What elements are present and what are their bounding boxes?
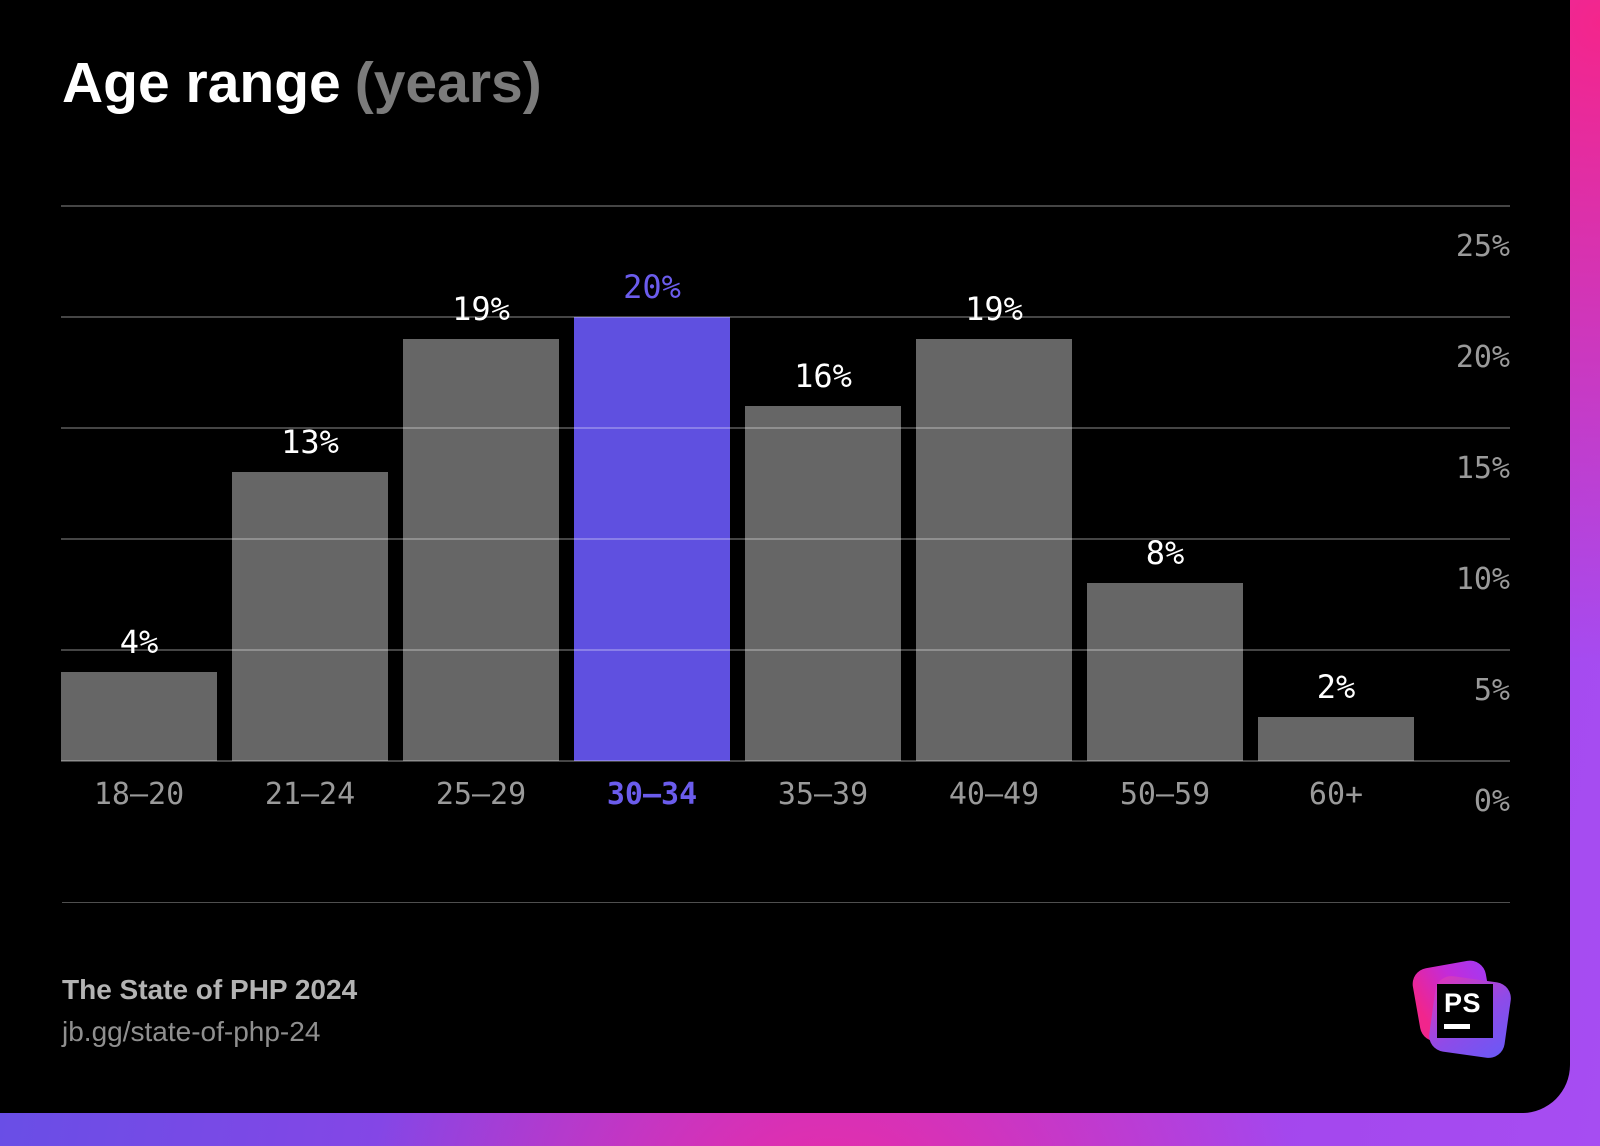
bar-value-label: 20% bbox=[623, 268, 681, 306]
phpstorm-logo-text: PS bbox=[1444, 988, 1482, 1018]
x-axis-tick-label: 21–24 bbox=[264, 777, 356, 812]
bar-value-label: 19% bbox=[452, 290, 510, 328]
x-axis-tick-label: 60+ bbox=[1308, 777, 1364, 812]
bar-value-label: 16% bbox=[794, 357, 852, 395]
footer-divider bbox=[62, 902, 1510, 903]
y-axis-tick-label: 10% bbox=[1455, 562, 1510, 597]
chart-title-main: Age range bbox=[62, 51, 341, 115]
x-axis-tick-label: 18–20 bbox=[93, 777, 185, 812]
chart-title-unit: (years) bbox=[354, 51, 542, 115]
y-axis-tick-label: 20% bbox=[1455, 340, 1510, 375]
y-axis-tick-label: 15% bbox=[1455, 451, 1510, 486]
gridline bbox=[61, 649, 1510, 651]
bar-value-label: 2% bbox=[1316, 668, 1356, 706]
x-axis-tick-label: 35–39 bbox=[777, 777, 869, 812]
x-axis-tick-label: 30–34 bbox=[606, 777, 698, 812]
x-axis-tick-label: 40–49 bbox=[948, 777, 1040, 812]
phpstorm-logo-black-square: PS bbox=[1437, 984, 1493, 1038]
bar-value-label: 19% bbox=[965, 290, 1023, 328]
y-axis-tick-label: 0% bbox=[1473, 784, 1510, 819]
y-axis-tick-label: 25% bbox=[1455, 229, 1510, 264]
bar-chart-plot-area: 25% 20% 15% 10% 5% 0% 4% 18–20 13% 21–24 19% 25–29 2… bbox=[61, 205, 1510, 819]
gridline bbox=[61, 760, 1510, 762]
chart-title: Age range (years) bbox=[62, 50, 542, 116]
footer-report-link: jb.gg/state-of-php-24 bbox=[62, 1016, 321, 1047]
phpstorm-logo-underscore-icon bbox=[1444, 1024, 1470, 1029]
bar-value-label: 13% bbox=[281, 423, 339, 461]
gridline bbox=[61, 316, 1510, 318]
bar-30-34 bbox=[574, 317, 730, 761]
bar-value-label: 4% bbox=[119, 623, 159, 661]
bar-60+ bbox=[1258, 717, 1414, 761]
bar-18-20 bbox=[61, 672, 217, 761]
x-axis-tick-label: 25–29 bbox=[435, 777, 527, 812]
bar-21-24 bbox=[232, 472, 388, 761]
phpstorm-logo: PS bbox=[1410, 958, 1513, 1060]
y-axis-tick-label: 5% bbox=[1473, 673, 1510, 708]
bar-value-label: 8% bbox=[1145, 534, 1185, 572]
bar-35-39 bbox=[745, 406, 901, 761]
chart-card: Age range (years) 25% 20% 15% 10% 5% 0% 4% 18–20… bbox=[61, 50, 1513, 1060]
gridline bbox=[61, 205, 1510, 207]
gridline bbox=[61, 538, 1510, 540]
gridline bbox=[61, 427, 1510, 429]
footer-report-title: The State of PHP 2024 bbox=[62, 974, 358, 1005]
bar-50-59 bbox=[1087, 583, 1243, 761]
x-axis-tick-label: 50–59 bbox=[1119, 777, 1211, 812]
bar-40-49 bbox=[916, 339, 1072, 761]
bar-25-29 bbox=[403, 339, 559, 761]
